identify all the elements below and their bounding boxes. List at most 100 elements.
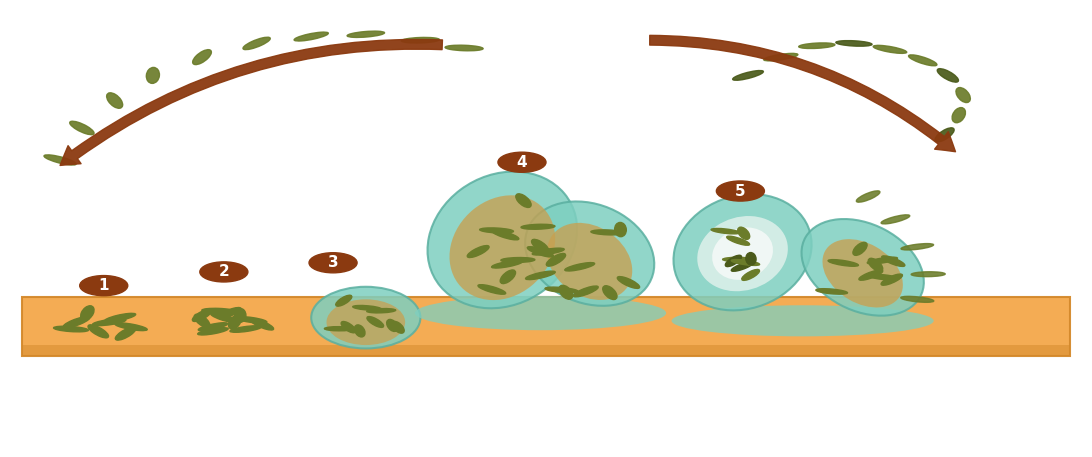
Ellipse shape (198, 328, 228, 335)
Ellipse shape (559, 285, 572, 299)
Ellipse shape (387, 319, 397, 331)
Ellipse shape (603, 286, 617, 299)
Ellipse shape (105, 314, 135, 322)
Polygon shape (22, 345, 1070, 356)
Ellipse shape (874, 45, 906, 53)
Ellipse shape (70, 121, 94, 135)
Ellipse shape (723, 257, 752, 261)
Ellipse shape (327, 299, 405, 345)
Ellipse shape (732, 262, 753, 271)
Ellipse shape (859, 270, 882, 280)
Ellipse shape (230, 326, 261, 332)
Ellipse shape (202, 308, 235, 313)
Ellipse shape (881, 215, 910, 224)
Ellipse shape (81, 306, 94, 320)
Ellipse shape (63, 317, 90, 328)
Ellipse shape (341, 322, 356, 333)
Ellipse shape (501, 258, 535, 262)
Ellipse shape (591, 230, 625, 235)
Ellipse shape (935, 128, 954, 142)
Ellipse shape (467, 245, 489, 258)
Ellipse shape (194, 314, 210, 327)
Ellipse shape (44, 155, 76, 165)
Ellipse shape (392, 321, 404, 333)
Ellipse shape (881, 274, 902, 285)
Ellipse shape (199, 323, 227, 331)
Ellipse shape (54, 326, 88, 332)
Text: 5: 5 (735, 184, 746, 198)
Text: 2: 2 (218, 265, 229, 279)
Ellipse shape (738, 227, 750, 239)
Ellipse shape (828, 260, 858, 266)
Ellipse shape (367, 317, 383, 327)
Ellipse shape (853, 242, 867, 255)
Circle shape (309, 253, 357, 273)
Ellipse shape (367, 308, 395, 313)
Ellipse shape (294, 32, 329, 41)
Ellipse shape (937, 69, 959, 82)
Ellipse shape (355, 325, 365, 337)
Ellipse shape (521, 224, 555, 229)
Ellipse shape (798, 43, 835, 48)
Ellipse shape (952, 107, 965, 123)
Ellipse shape (545, 287, 579, 293)
Ellipse shape (617, 276, 640, 288)
Ellipse shape (725, 255, 741, 266)
Circle shape (200, 262, 248, 282)
Ellipse shape (311, 287, 420, 348)
Ellipse shape (672, 305, 934, 336)
Ellipse shape (347, 31, 384, 37)
Ellipse shape (335, 295, 352, 306)
Ellipse shape (93, 319, 126, 326)
Ellipse shape (674, 194, 811, 310)
Ellipse shape (615, 223, 627, 237)
Ellipse shape (546, 254, 566, 266)
Ellipse shape (192, 50, 212, 64)
Ellipse shape (856, 191, 880, 202)
Ellipse shape (415, 296, 666, 330)
Ellipse shape (211, 313, 237, 323)
Ellipse shape (901, 244, 934, 250)
Ellipse shape (146, 68, 159, 83)
Ellipse shape (532, 239, 549, 253)
Ellipse shape (250, 319, 274, 330)
Ellipse shape (547, 223, 632, 300)
Polygon shape (22, 297, 1070, 356)
Ellipse shape (115, 323, 147, 330)
Ellipse shape (107, 93, 122, 108)
Ellipse shape (353, 305, 381, 310)
Ellipse shape (446, 45, 483, 51)
Ellipse shape (217, 308, 241, 319)
FancyArrowPatch shape (60, 39, 442, 165)
Ellipse shape (565, 263, 595, 271)
Ellipse shape (324, 327, 354, 331)
Ellipse shape (427, 171, 578, 308)
Ellipse shape (741, 270, 760, 281)
Ellipse shape (527, 247, 554, 257)
Ellipse shape (868, 258, 882, 271)
Ellipse shape (822, 239, 903, 308)
Ellipse shape (868, 274, 899, 280)
Ellipse shape (956, 88, 971, 102)
Ellipse shape (479, 228, 513, 233)
Text: 1: 1 (98, 278, 109, 293)
Text: 4: 4 (517, 155, 527, 170)
Ellipse shape (88, 325, 108, 338)
Ellipse shape (746, 253, 756, 265)
Ellipse shape (835, 41, 873, 46)
Text: 3: 3 (328, 255, 339, 270)
Ellipse shape (726, 236, 749, 245)
Ellipse shape (491, 230, 519, 240)
Ellipse shape (733, 70, 763, 80)
Ellipse shape (698, 216, 787, 291)
Ellipse shape (711, 228, 740, 234)
Ellipse shape (500, 270, 515, 284)
Ellipse shape (235, 308, 246, 322)
Ellipse shape (515, 194, 531, 207)
Ellipse shape (867, 257, 898, 264)
Ellipse shape (192, 309, 212, 321)
Circle shape (80, 276, 128, 296)
FancyArrowPatch shape (650, 35, 956, 152)
Ellipse shape (450, 195, 555, 300)
Ellipse shape (911, 272, 946, 276)
